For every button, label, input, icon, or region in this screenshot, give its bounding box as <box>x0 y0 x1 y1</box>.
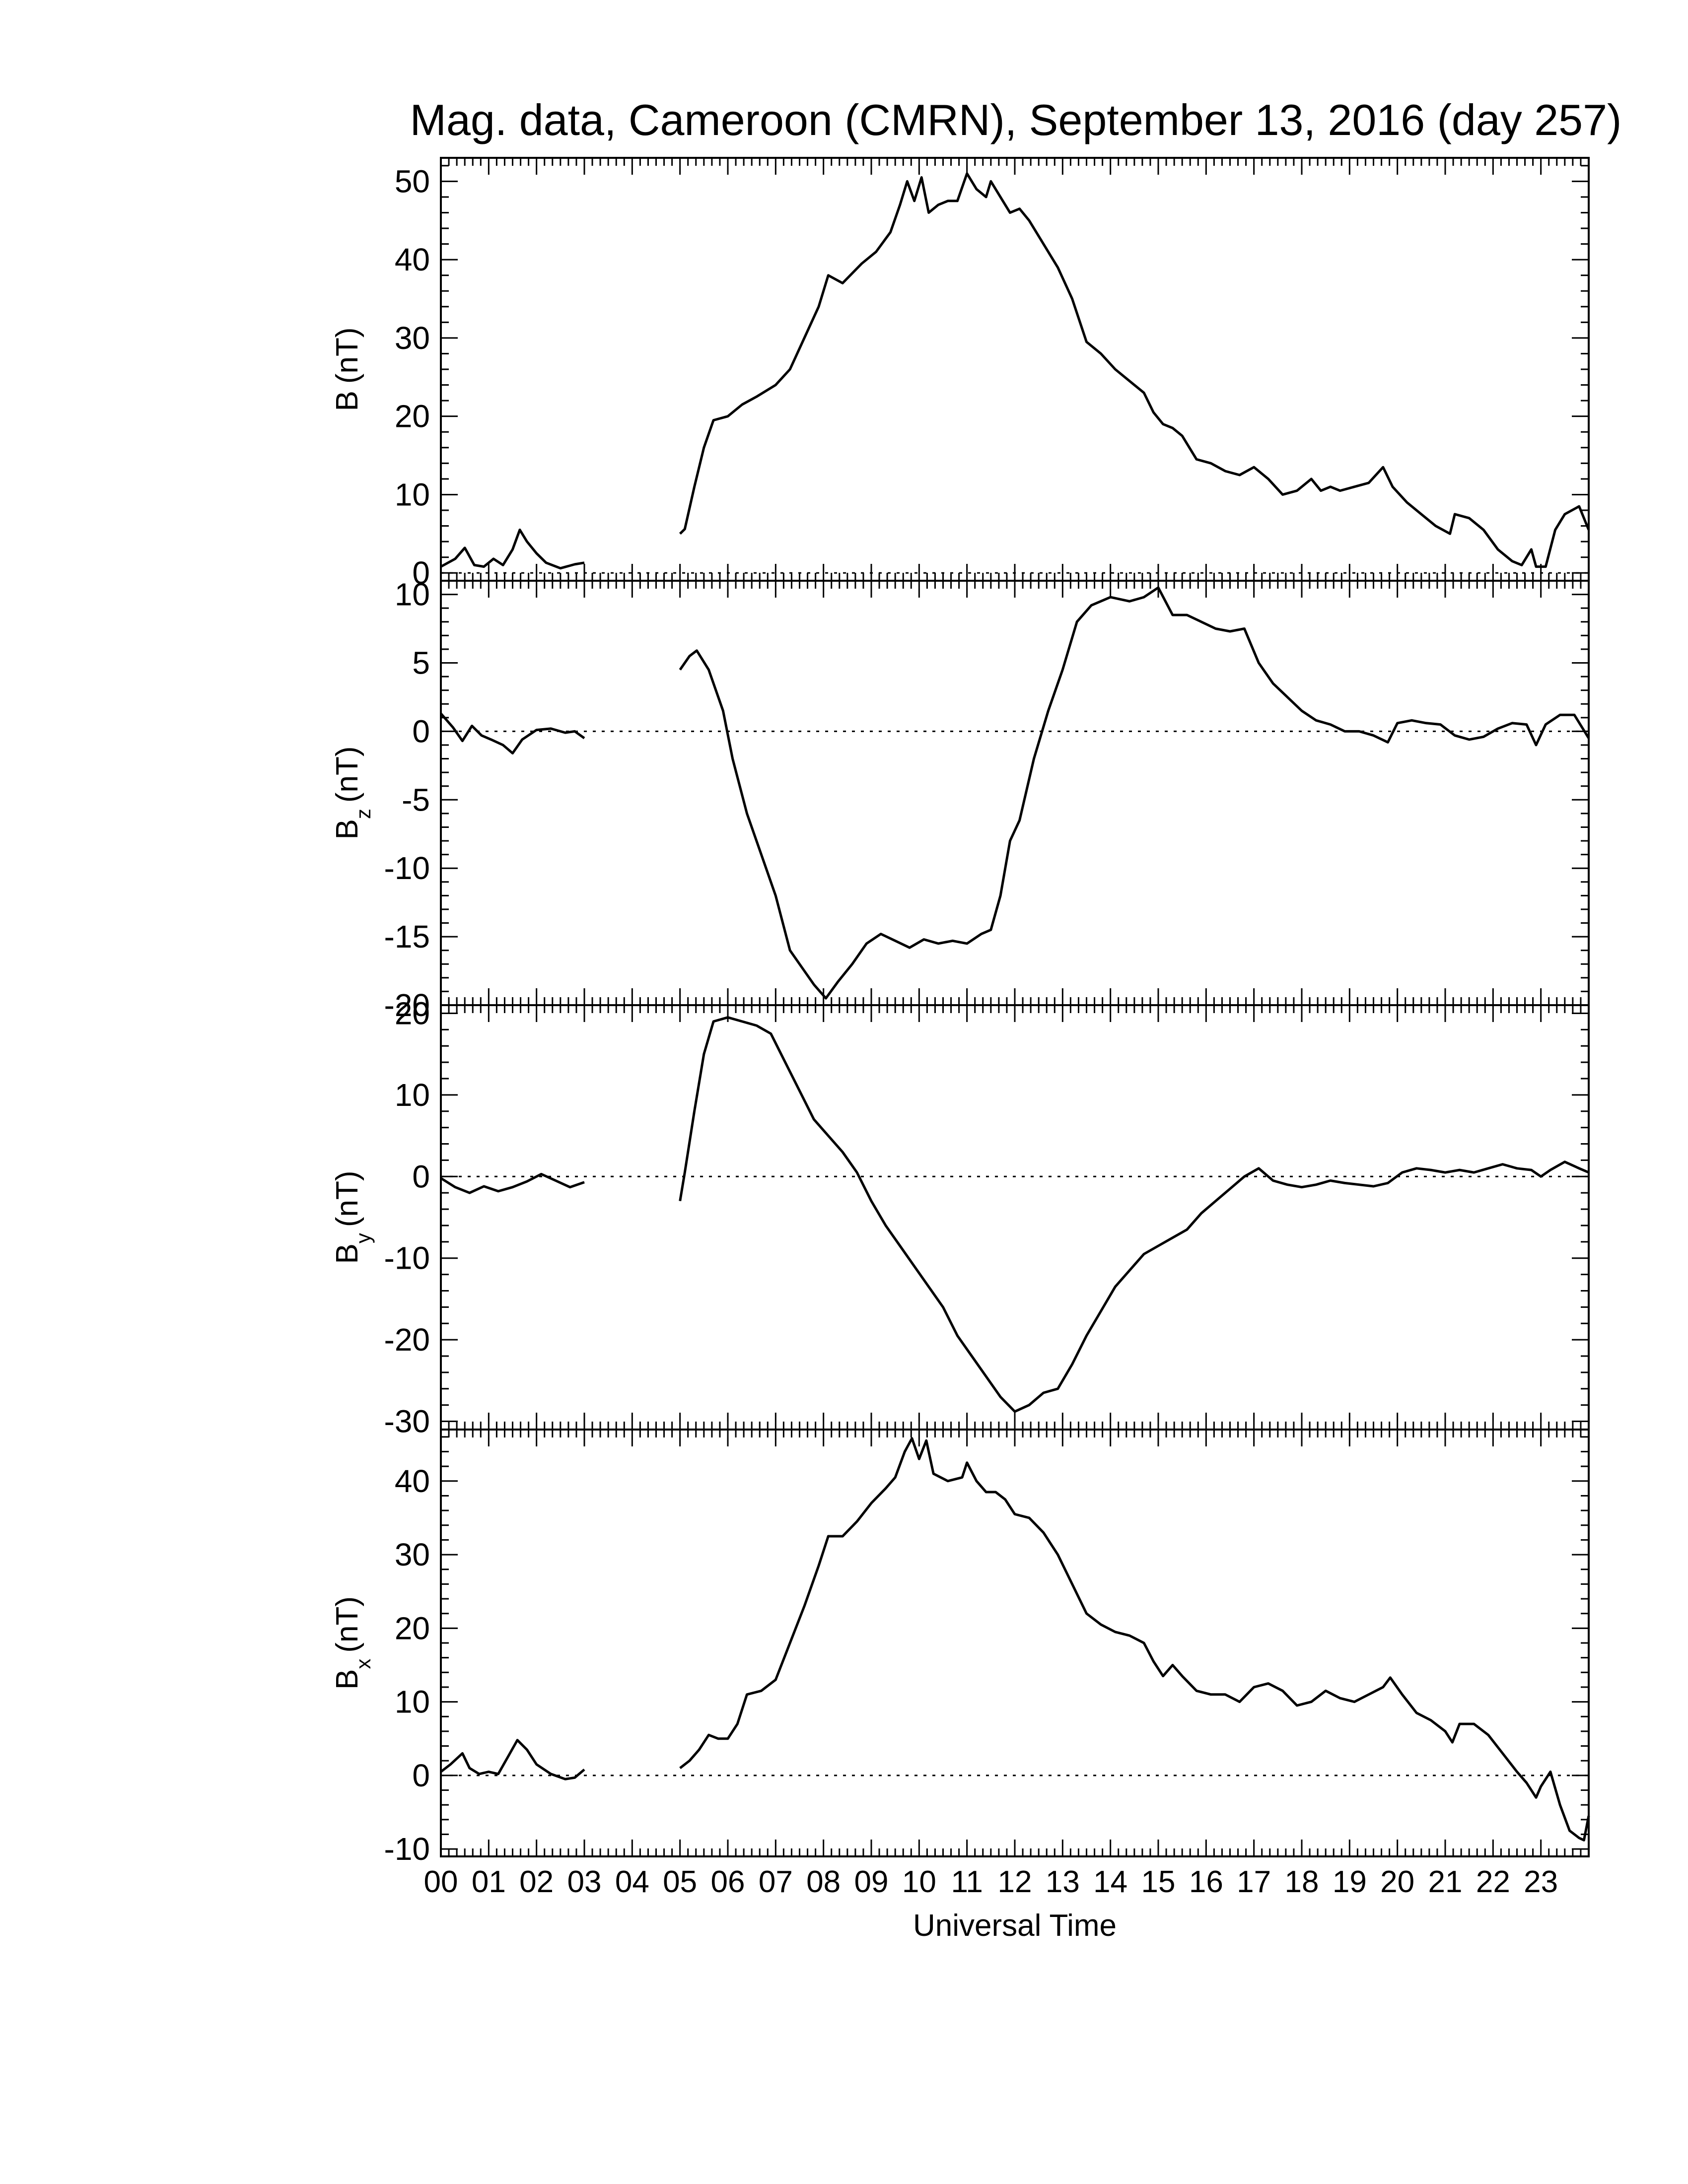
series-Bx-segment-1 <box>679 1437 1590 1842</box>
y-tick-label: -10 <box>384 850 430 886</box>
y-tick-label: 50 <box>395 163 430 199</box>
x-tick-label: 12 <box>998 1865 1032 1899</box>
y-axis-label-unit: (nT) <box>330 1170 364 1227</box>
y-tick-label: 0 <box>412 1758 430 1793</box>
y-tick-label: 0 <box>412 1159 430 1194</box>
x-tick-label: 09 <box>854 1865 889 1899</box>
series-B-segment-0 <box>440 528 585 570</box>
x-tick-label: 01 <box>472 1865 506 1899</box>
panel-frame <box>440 157 1590 582</box>
x-tick-label: 07 <box>759 1865 793 1899</box>
x-tick-label: 08 <box>806 1865 841 1899</box>
series-By-segment-1 <box>679 1016 1589 1413</box>
y-axis-label-unit: (nT) <box>330 1596 364 1653</box>
y-axis-label-unit: (nT) <box>330 746 364 803</box>
y-tick-label: 10 <box>395 577 430 613</box>
x-tick-label: 11 <box>951 1865 983 1899</box>
x-tick-label: 06 <box>711 1865 745 1899</box>
panel-Bx: 40 30 20 10 0 -10 Bx (nT) <box>330 1429 1590 1867</box>
x-tick-label: 15 <box>1141 1865 1176 1899</box>
panels: 01020304050B(nT)1050-5-10-15-20Bz(nT)201… <box>330 157 1590 1867</box>
x-tick-label: 14 <box>1093 1865 1127 1899</box>
x-tick-label: 17 <box>1237 1865 1271 1899</box>
y-tick-label: -20 <box>384 987 430 1023</box>
series-By-segment-0 <box>440 1172 585 1194</box>
x-tick-labels: 00 01 02 03 04 05 06 07 08 09 10 11 12 13 14 15 16 17 18 19… <box>424 1865 1558 1899</box>
x-tick-label: 05 <box>663 1865 697 1899</box>
x-tick-label: 10 <box>902 1865 936 1899</box>
panel-B: 0 10 20 30 40 50 B (nT) <box>330 157 1590 591</box>
x-tick-label: 02 <box>519 1865 554 1899</box>
x-tick-label: 19 <box>1333 1865 1367 1899</box>
y-axis-label-sub: y <box>352 1233 375 1243</box>
y-axis-label: B (nT) <box>330 327 364 411</box>
y-tick-label: 0 <box>412 713 430 749</box>
x-tick-label: 00 <box>424 1865 458 1899</box>
y-axis-label: Bz (nT) <box>330 746 375 839</box>
x-tick-label: 03 <box>567 1865 602 1899</box>
y-axis-label-sub: x <box>352 1659 375 1669</box>
y-tick-label: -10 <box>384 1831 430 1867</box>
y-axis-label-unit: (nT) <box>330 327 364 384</box>
x-axis-label: Universal Time <box>913 1909 1117 1943</box>
panel-frame <box>440 580 1590 1006</box>
y-tick-label: 30 <box>395 320 430 356</box>
x-tick-label: 16 <box>1189 1865 1223 1899</box>
y-tick-label: -15 <box>384 919 430 955</box>
panel-frame <box>440 1004 1590 1431</box>
panel-By: 20 10 0 -10 -20 -30 By (nT) <box>330 995 1590 1439</box>
y-tick-label: 40 <box>395 242 430 277</box>
x-tick-label: 21 <box>1428 1865 1463 1899</box>
y-tick-label: 40 <box>395 1463 430 1499</box>
x-tick-label: 20 <box>1380 1865 1414 1899</box>
x-tick-label: 23 <box>1524 1865 1558 1899</box>
x-tick-label: 22 <box>1476 1865 1510 1899</box>
y-tick-label: 10 <box>395 477 430 512</box>
y-axis-label-main: B <box>330 391 364 411</box>
y-axis-label-main: B <box>330 1243 364 1264</box>
y-axis-label-main: B <box>330 1669 364 1690</box>
series-Bz-segment-0 <box>440 712 585 754</box>
y-tick-label: 5 <box>412 645 430 681</box>
chart-title: Mag. data, Cameroon (CMRN), September 13… <box>410 95 1622 144</box>
y-tick-label: 30 <box>395 1537 430 1572</box>
y-axis-label: By (nT) <box>330 1170 375 1264</box>
y-tick-label: 20 <box>395 1610 430 1646</box>
y-tick-label: -30 <box>384 1404 430 1439</box>
x-tick-label: 04 <box>615 1865 649 1899</box>
series-B-segment-1 <box>679 172 1590 568</box>
y-tick-label: 0 <box>412 555 430 591</box>
x-tick-label: 13 <box>1046 1865 1080 1899</box>
series-Bx-segment-0 <box>440 1739 585 1780</box>
y-axis-label: Bx (nT) <box>330 1596 375 1690</box>
y-tick-label: 20 <box>395 995 430 1031</box>
y-tick-label: -10 <box>384 1240 430 1276</box>
y-tick-label: 10 <box>395 1077 430 1113</box>
y-axis-label-main: B <box>330 819 364 839</box>
y-tick-label: 10 <box>395 1684 430 1720</box>
series-Bz-segment-1 <box>679 586 1590 1000</box>
panel-Bz: 10 5 0 -5 -10 -15 -20 Bz (nT) <box>330 577 1590 1023</box>
panel-frame <box>440 1429 1590 1857</box>
y-axis-label-sub: z <box>352 809 375 819</box>
y-tick-label: 20 <box>395 399 430 434</box>
x-tick-label: 18 <box>1285 1865 1319 1899</box>
y-tick-label: -20 <box>384 1322 430 1358</box>
y-tick-label: -5 <box>402 782 430 818</box>
